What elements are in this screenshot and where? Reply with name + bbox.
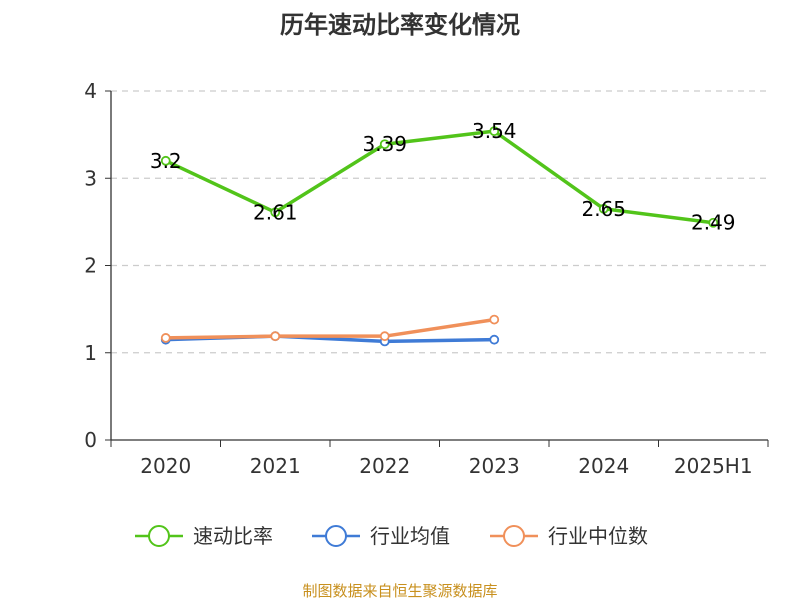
series-point-0: [708, 217, 719, 228]
series-point-2: [379, 331, 390, 342]
y-tick-label: 4: [84, 79, 97, 103]
x-tick-label: 2024: [578, 454, 629, 478]
legend-item-1[interactable]: 行业均值: [312, 524, 450, 548]
series-point-0: [489, 126, 500, 137]
series-point-2: [160, 333, 171, 343]
series-line-0: [164, 129, 715, 225]
y-tick-label: 3: [84, 166, 97, 190]
y-tick-label: 2: [84, 254, 97, 278]
data-labels: 3.2 2.61 3.39 3.54 2.65 2.49: [150, 119, 736, 235]
legend-marker: [503, 525, 525, 547]
axes: 0 1 2 3 4 2020 2021 2022 2023 2024 2025H1: [84, 79, 769, 478]
legend[interactable]: 速动比率 行业均值 行业中位数: [135, 524, 648, 548]
legend-label: 行业均值: [370, 524, 450, 548]
x-tick-label: 2025H1: [674, 454, 753, 478]
legend-label: 行业中位数: [548, 524, 648, 548]
series-line-2: [164, 317, 496, 340]
grid-lines: [111, 90, 768, 354]
data-label: 3.2: [150, 149, 182, 173]
series-point-2: [270, 331, 281, 342]
series-point-0: [379, 139, 390, 150]
legend-marker: [325, 525, 347, 547]
y-tick-label: 1: [84, 341, 97, 365]
data-label: 2.61: [253, 200, 298, 224]
data-label: 2.65: [581, 197, 626, 221]
legend-marker: [148, 525, 170, 547]
series-point-0: [160, 155, 171, 166]
series-point-1: [489, 334, 500, 345]
data-label: 3.39: [362, 132, 407, 156]
series-layer: [160, 126, 719, 347]
x-tick-label: 2023: [469, 454, 520, 478]
series-point-0: [270, 207, 281, 218]
chart-title: 历年速动比率变化情况: [280, 11, 520, 39]
legend-item-2[interactable]: 行业中位数: [490, 524, 648, 548]
series-point-0: [598, 203, 609, 214]
x-tick-label: 2021: [250, 454, 301, 478]
data-label: 2.49: [691, 211, 736, 235]
y-tick-label: 0: [84, 428, 97, 452]
source-note: 制图数据来自恒生聚源数据库: [302, 582, 497, 600]
legend-item-0[interactable]: 速动比率: [135, 524, 273, 548]
data-label: 3.54: [472, 119, 517, 143]
x-tick-label: 2020: [140, 454, 191, 478]
x-tick-label: 2022: [359, 454, 410, 478]
legend-label: 速动比率: [193, 524, 273, 548]
series-point-2: [489, 314, 500, 325]
